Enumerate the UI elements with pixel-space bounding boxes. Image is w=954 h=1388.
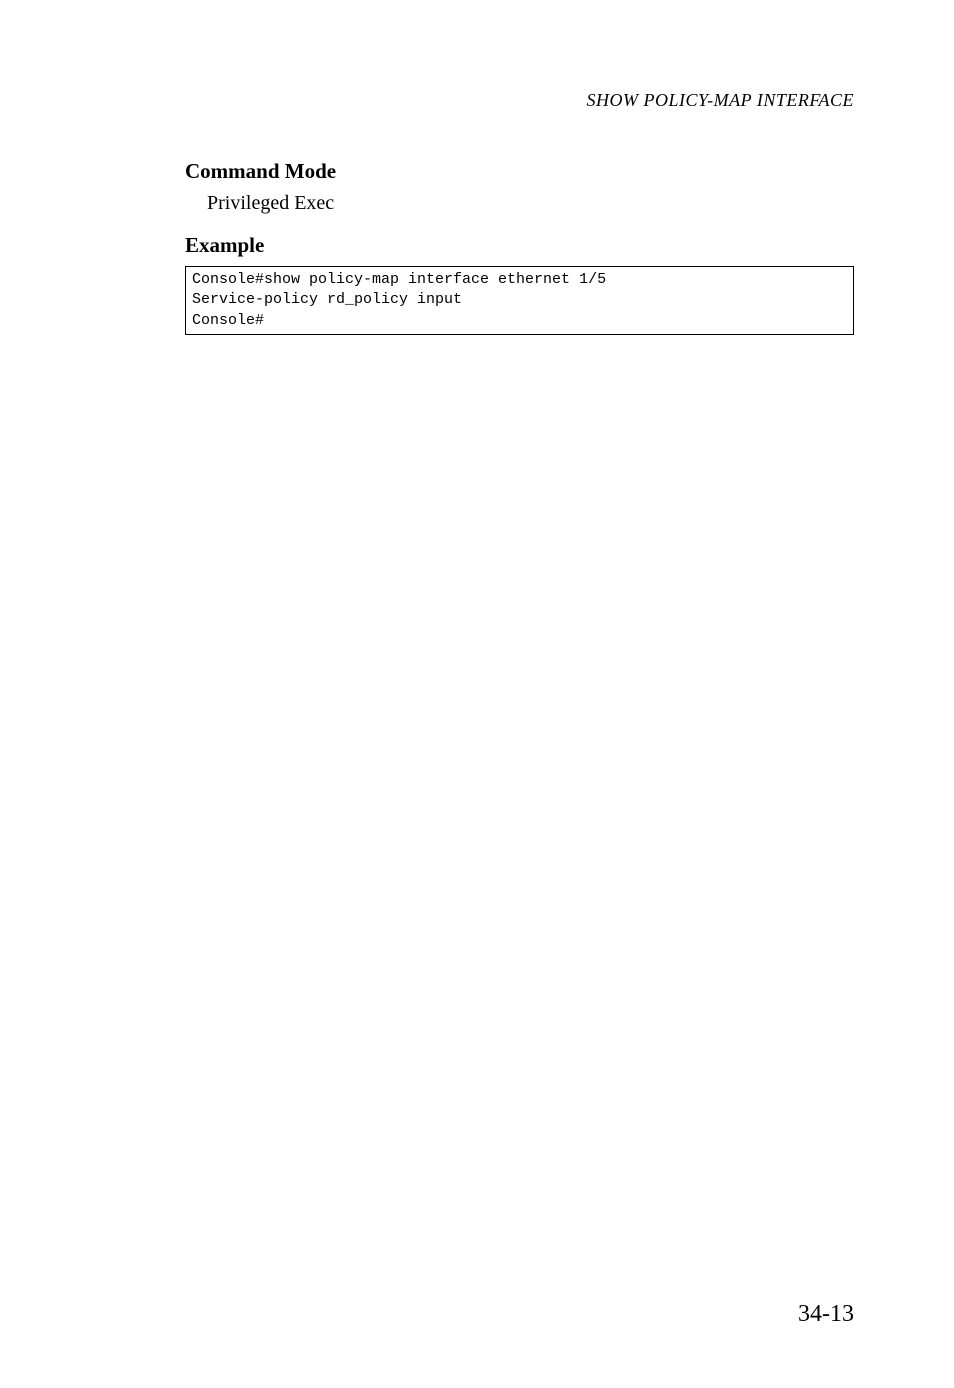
- page-header: SHOW POLICY-MAP INTERFACE: [185, 90, 854, 111]
- example-code-block: Console#show policy-map interface ethern…: [185, 266, 854, 335]
- page-number: 34-13: [798, 1301, 854, 1328]
- page-container: SHOW POLICY-MAP INTERFACE Command Mode P…: [0, 0, 954, 1388]
- command-mode-text: Privileged Exec: [207, 192, 854, 215]
- command-mode-heading: Command Mode: [185, 159, 854, 184]
- example-heading: Example: [185, 233, 854, 258]
